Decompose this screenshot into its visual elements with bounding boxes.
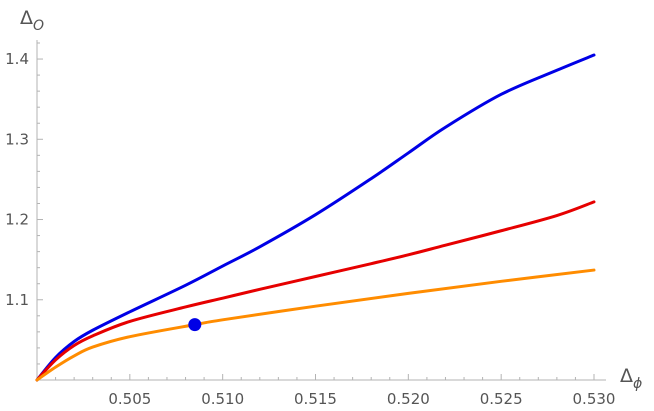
y-tick-label: 1.4	[5, 50, 29, 68]
x-axis-label-main: Δ	[620, 365, 633, 387]
x-tick-label: 0.510	[201, 390, 244, 408]
x-tick-label: 0.515	[294, 390, 337, 408]
x-tick-label: 0.520	[387, 390, 430, 408]
highlight-point	[188, 318, 202, 332]
series-line-blue	[35, 53, 596, 382]
series-line-orange	[35, 268, 596, 382]
x-axis-label-sub: ϕ	[633, 376, 642, 392]
x-tick-label: 0.530	[573, 390, 616, 408]
y-tick-label: 1.2	[5, 211, 29, 229]
ticks	[37, 42, 595, 380]
y-tick-label: 1.3	[5, 130, 29, 148]
x-axis-label: Δϕ	[620, 365, 642, 392]
series-line-red	[35, 200, 596, 382]
x-tick-label: 0.525	[480, 390, 523, 408]
points-layer	[188, 318, 202, 332]
y-axis-label: ΔO	[20, 7, 44, 34]
axes	[36, 40, 606, 381]
y-tick-label: 1.1	[5, 291, 29, 309]
y-axis-label-sub: O	[33, 18, 44, 34]
series-layer	[35, 53, 596, 382]
tick-labels: 0.505 0.510 0.515 0.520 0.525 0.530 1.1 1.2 1.3 1…	[5, 50, 615, 408]
y-axis-label-main: Δ	[20, 7, 33, 29]
x-tick-label: 0.505	[108, 390, 151, 408]
